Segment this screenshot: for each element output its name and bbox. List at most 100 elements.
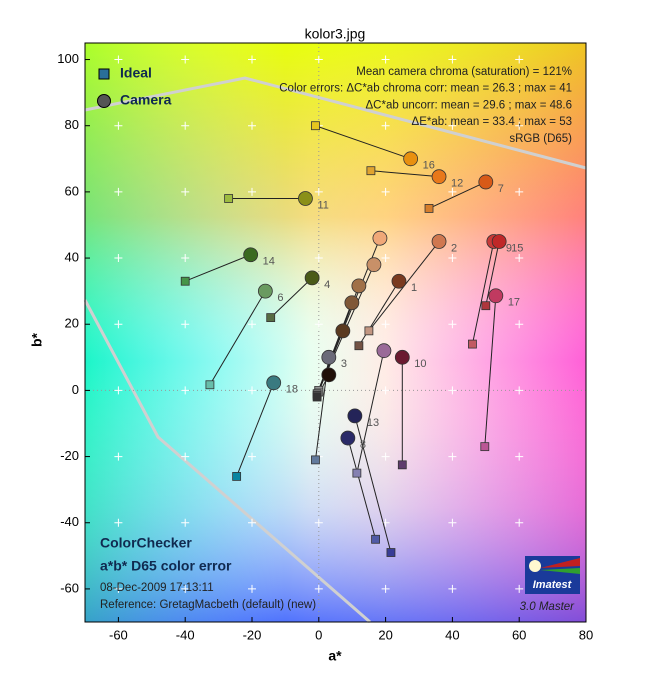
stats-line: Mean camera chroma (saturation) = 121% [356,66,572,78]
grid-cross [381,452,390,461]
error-line [354,415,392,553]
camera-point [304,270,320,286]
legend-swatch [98,68,110,80]
point-label: 15 [511,242,523,254]
reference: Reference: GretagMacbeth (default) (new) [100,599,316,611]
point-label: 10 [414,358,426,370]
logo-stripe [540,568,580,574]
point-label: 1 [411,282,417,294]
grid-cross [515,187,524,196]
ideal-point [424,204,434,213]
grid-cross [114,55,123,64]
ideal-point [366,166,376,176]
camera-point [266,375,282,391]
ideal-point [311,455,320,465]
gamut-line [84,76,587,170]
ideal-point [480,442,490,452]
camera-point [376,343,392,359]
grid-cross [381,320,390,329]
point-label: 2 [451,242,457,254]
grid-cross [448,452,457,461]
camera-point [321,367,337,383]
y-tick-label: 20 [65,316,79,331]
grid-cross [248,452,256,461]
ideal-point [312,392,322,402]
camera-point [243,247,259,263]
x-tick-label: -60 [109,627,128,642]
grid-cross [114,518,123,527]
x-tick-label: 80 [579,627,593,642]
error-line [209,290,266,386]
grid-cross [381,386,390,395]
grid-cross [515,254,524,263]
grid-cross [448,121,457,130]
ideal-point [386,548,396,557]
point-label: 12 [451,178,463,190]
camera-point [431,169,447,185]
error-line [370,170,440,178]
camera-point [347,408,363,424]
y-tick-label: -60 [60,580,79,595]
grid-cross [381,584,390,593]
grid-cross [314,55,323,64]
camera-point [321,349,337,365]
grid-cross [181,584,190,593]
grid-cross [248,518,256,527]
grid-cross [381,254,390,263]
ideal-point [481,301,491,311]
camera-point [344,295,360,311]
camera-point [391,273,407,289]
grid-cross [114,187,123,196]
stats-line: sRGB (D65) [509,133,572,145]
plot-area [83,43,587,624]
grid-cross [248,320,256,329]
grid-cross [114,254,123,263]
logo-sun [529,560,541,572]
camera-point [366,257,382,273]
grid-cross [314,584,323,593]
grid-cross [381,55,390,64]
point-label: 4 [324,279,330,291]
grid-cross [248,386,256,395]
grid-cross [448,187,457,196]
error-line [428,181,487,209]
ideal-point [468,339,477,349]
grid-cross [515,518,524,527]
ideal-point [180,276,190,286]
legend-label: Ideal [120,65,152,81]
point-label: 7 [498,183,504,195]
error-line [485,241,500,306]
grid-cross [515,584,524,593]
grid-cross [181,254,190,263]
point-label: 8 [360,439,366,451]
grid-cross [448,584,457,593]
grid-cross [448,386,457,395]
ideal-point [205,380,215,390]
ideal-point [397,460,407,470]
x-tick-label: 60 [512,627,526,642]
ideal-point [364,326,374,336]
point-label: 18 [286,384,298,396]
grid-cross [181,320,190,329]
point-label: 14 [263,256,275,268]
date: 08-Dec-2009 17:13:11 [100,582,214,594]
background [85,43,586,622]
grid-cross [114,452,123,461]
grid-cross [314,254,323,263]
y-tick-label: 100 [57,51,79,66]
grid-cross [181,452,190,461]
y-tick-label: -40 [60,514,79,529]
grid-cross [248,584,256,593]
camera-point [488,288,504,304]
error-line [185,254,251,282]
error-line [270,277,313,318]
grid-cross [515,320,524,329]
grid-cross [181,55,190,64]
x-tick-label: -40 [176,627,195,642]
grid-cross [114,121,123,130]
legend-swatch [97,94,111,108]
camera-point [340,430,356,446]
grid-cross [314,187,323,196]
stats-line: Color errors: ΔC*ab chroma corr: mean = … [279,83,572,95]
